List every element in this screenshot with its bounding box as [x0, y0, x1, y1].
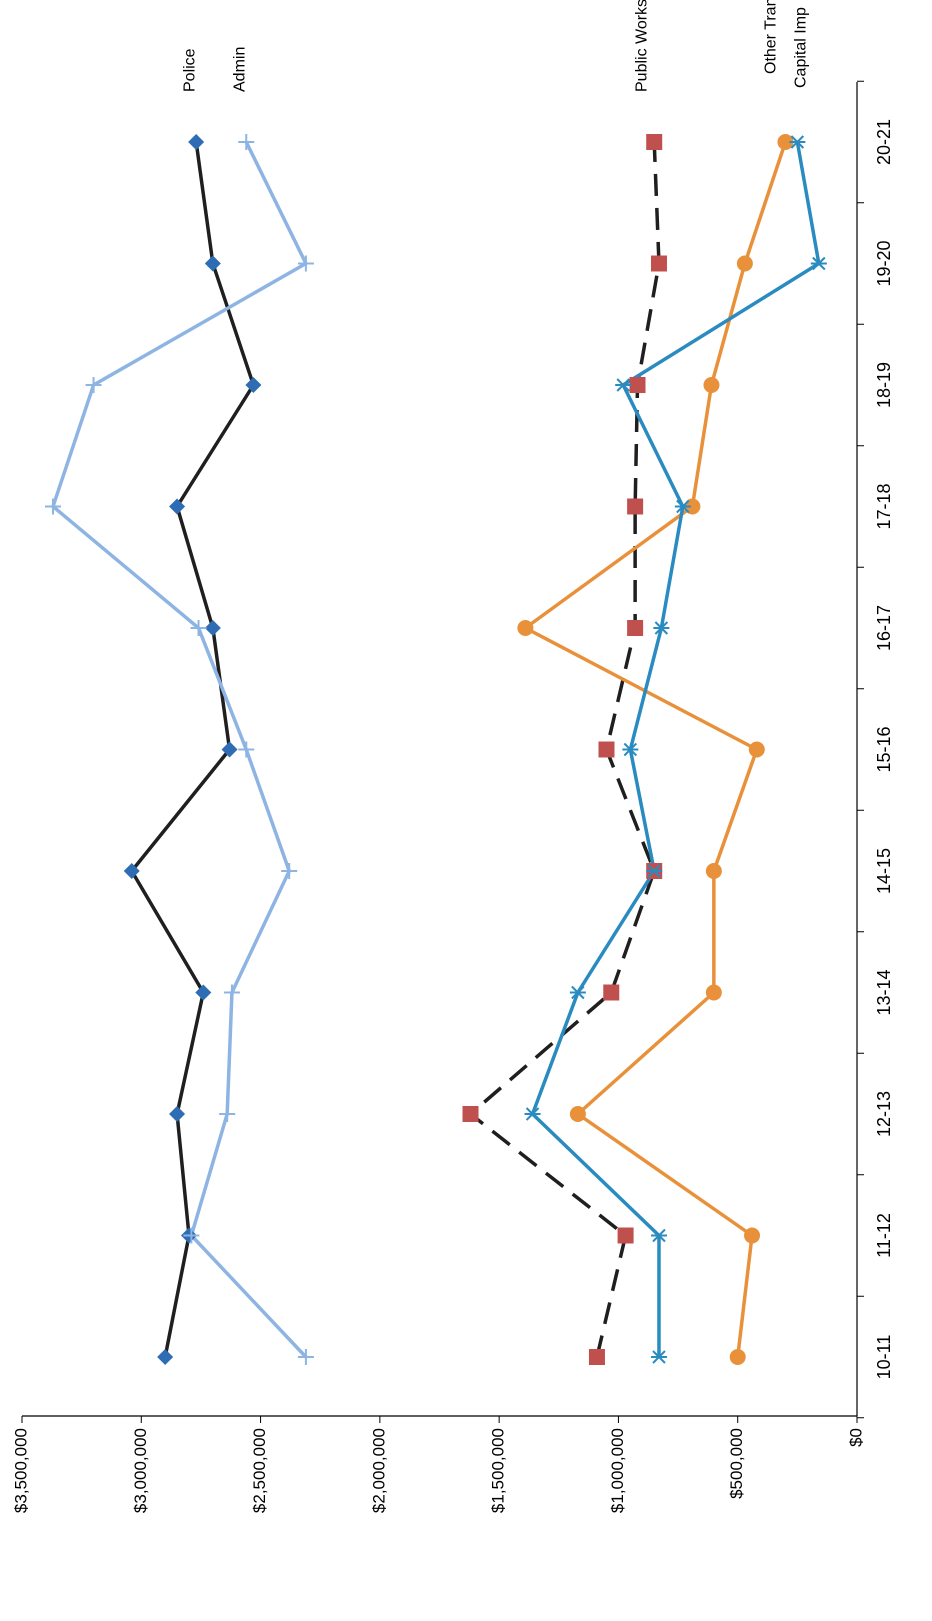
data-point-other-transfers	[729, 1349, 746, 1365]
data-point-other-transfers	[705, 863, 722, 879]
data-point-other-transfers	[517, 620, 534, 636]
category-label: 20-21	[874, 119, 894, 165]
series-label-other-transfers: Other Transfers	[763, 0, 780, 74]
data-point-capital-imp	[789, 135, 806, 149]
data-point-capital-imp	[650, 1228, 667, 1243]
data-point-capital-imp	[524, 1107, 541, 1121]
value-tick-label: $3,500,000	[11, 1428, 30, 1513]
data-point-other-transfers	[569, 1106, 586, 1122]
series-label-police: Police	[181, 48, 198, 92]
data-point-police	[221, 741, 238, 758]
data-point-admin	[183, 1227, 200, 1244]
series-label-admin: Admin	[231, 47, 248, 92]
value-tick-label: $3,000,000	[131, 1428, 150, 1513]
category-label: 18-19	[874, 362, 894, 408]
data-point-capital-imp	[615, 378, 632, 392]
data-point-other-transfers	[684, 498, 701, 515]
data-point-police	[195, 984, 212, 1001]
series-line-other-transfers	[523, 141, 788, 1358]
category-label: 13-14	[874, 969, 894, 1015]
data-point-other-transfers	[703, 377, 720, 393]
data-point-capital-imp	[646, 864, 663, 878]
value-tick-label: $1,000,000	[608, 1428, 627, 1513]
data-point-police	[157, 1349, 174, 1365]
data-point-admin	[297, 255, 314, 272]
data-point-police	[169, 1106, 186, 1122]
data-point-capital-imp	[569, 985, 586, 1000]
category-label: 12-13	[874, 1091, 894, 1137]
data-point-police	[169, 498, 186, 515]
data-point-other-transfers	[748, 741, 765, 758]
data-point-admin	[219, 1106, 236, 1122]
series-line-capital-imp	[530, 141, 821, 1357]
data-point-admin	[281, 863, 298, 879]
data-point-admin	[45, 498, 62, 515]
series-line-admin	[51, 141, 308, 1359]
data-point-capital-imp	[653, 621, 670, 635]
value-tick-label: $0	[846, 1428, 865, 1447]
data-point-admin	[238, 741, 255, 758]
data-point-admin	[223, 984, 240, 1001]
data-point-other-transfers	[705, 984, 722, 1001]
data-point-public-works	[588, 1349, 605, 1365]
category-label: 10-11	[874, 1335, 894, 1380]
data-point-other-transfers	[777, 134, 794, 150]
category-label: 16-17	[874, 605, 894, 651]
data-point-capital-imp	[674, 499, 691, 514]
category-label: 11-12	[874, 1213, 894, 1258]
data-point-public-works	[603, 984, 620, 1001]
value-tick-label: $500,000	[727, 1428, 746, 1499]
data-point-capital-imp	[650, 1350, 667, 1364]
data-point-police	[204, 620, 221, 636]
value-tick-label: $2,000,000	[369, 1428, 388, 1513]
category-label: 17-18	[874, 483, 894, 529]
category-label: 19-20	[874, 240, 894, 286]
data-point-other-transfers	[736, 255, 753, 272]
series-lines	[51, 141, 821, 1359]
data-point-capital-imp	[622, 742, 639, 757]
data-point-public-works	[650, 255, 667, 272]
data-point-public-works	[627, 620, 644, 636]
series-markers	[45, 134, 827, 1365]
data-point-other-transfers	[744, 1227, 761, 1244]
value-tick-label: $2,500,000	[250, 1428, 269, 1513]
series-label-capital-imp: Capital Imp	[793, 7, 810, 88]
data-point-public-works	[598, 741, 615, 758]
data-point-public-works	[629, 377, 646, 393]
data-point-admin	[238, 134, 255, 150]
data-point-public-works	[646, 134, 663, 150]
data-point-police	[123, 863, 140, 879]
data-point-admin	[85, 377, 102, 393]
data-point-admin	[190, 620, 207, 636]
category-label: 15-16	[874, 726, 894, 772]
series-label-public-works: Public Works	[633, 0, 650, 92]
data-point-capital-imp	[810, 256, 827, 271]
data-point-public-works	[627, 498, 644, 515]
data-point-admin	[297, 1349, 314, 1365]
data-point-public-works	[617, 1227, 634, 1244]
category-label: 14-15	[874, 848, 894, 894]
axes: $0 $500,000 $1,000,000 $1,500,000 $2,000,000…	[11, 80, 894, 1513]
data-point-police	[245, 377, 262, 393]
value-tick-label: $1,500,000	[489, 1428, 508, 1513]
data-point-police	[204, 255, 221, 272]
series-labels: Police Admin Public Works Other Transfers Ca…	[181, 0, 809, 92]
data-point-public-works	[462, 1106, 479, 1122]
data-point-police	[188, 134, 205, 150]
